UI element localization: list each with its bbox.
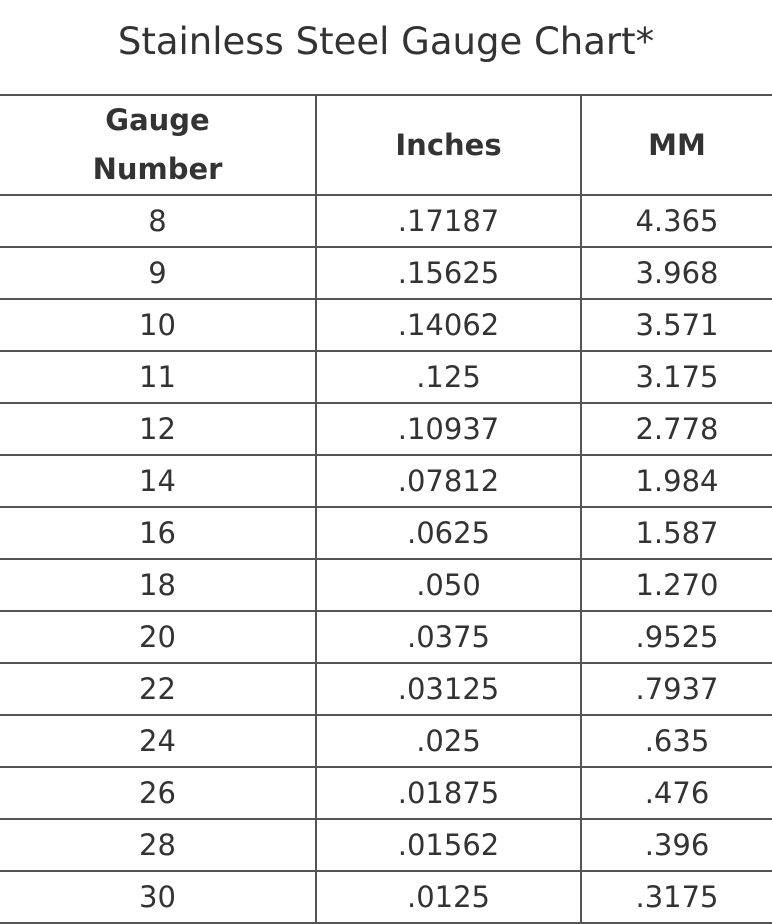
cell-inches: .14062	[315, 298, 581, 352]
cell-inches: .125	[315, 350, 581, 404]
cell-inches: .0125	[315, 870, 581, 924]
cell-gauge: 22	[0, 662, 316, 716]
table-row: 26 .01875 .476	[0, 766, 772, 820]
header-gauge-line1: Gauge	[105, 103, 210, 137]
cell-inches: .15625	[315, 246, 581, 300]
cell-inches: .0375	[315, 610, 581, 664]
cell-inches: .0625	[315, 506, 581, 560]
header-row: Gauge Number Inches MM	[0, 94, 772, 196]
table-row: 30 .0125 .3175	[0, 870, 772, 924]
cell-gauge: 30	[0, 870, 316, 924]
cell-inches: .01875	[315, 766, 581, 820]
header-inches: Inches	[315, 94, 581, 196]
cell-inches: .17187	[315, 194, 581, 248]
table-row: 24 .025 .635	[0, 714, 772, 768]
table-row: 18 .050 1.270	[0, 558, 772, 612]
cell-inches: .07812	[315, 454, 581, 508]
table-row: 22 .03125 .7937	[0, 662, 772, 716]
header-mm: MM	[580, 94, 772, 196]
cell-gauge: 11	[0, 350, 316, 404]
cell-gauge: 8	[0, 194, 316, 248]
cell-gauge: 14	[0, 454, 316, 508]
header-gauge-line2: Number	[92, 152, 223, 186]
cell-mm: 3.175	[580, 350, 772, 404]
cell-mm: .635	[580, 714, 772, 768]
cell-gauge: 9	[0, 246, 316, 300]
cell-gauge: 16	[0, 506, 316, 560]
cell-inches: .03125	[315, 662, 581, 716]
header-gauge-number: Gauge Number	[0, 94, 316, 196]
cell-mm: 1.270	[580, 558, 772, 612]
cell-mm: 1.984	[580, 454, 772, 508]
table-row: 14 .07812 1.984	[0, 454, 772, 508]
cell-gauge: 12	[0, 402, 316, 456]
cell-inches: .10937	[315, 402, 581, 456]
cell-inches: .050	[315, 558, 581, 612]
cell-mm: .476	[580, 766, 772, 820]
page-title: Stainless Steel Gauge Chart*	[117, 20, 655, 63]
cell-mm: 4.365	[580, 194, 772, 248]
cell-gauge: 10	[0, 298, 316, 352]
cell-mm: .396	[580, 818, 772, 872]
table-row: 11 .125 3.175	[0, 350, 772, 404]
table-row: 20 .0375 .9525	[0, 610, 772, 664]
cell-gauge: 28	[0, 818, 316, 872]
cell-gauge: 20	[0, 610, 316, 664]
cell-mm: 3.571	[580, 298, 772, 352]
cell-inches: .025	[315, 714, 581, 768]
cell-mm: .3175	[580, 870, 772, 924]
table-header: Gauge Number Inches MM	[0, 94, 772, 196]
cell-inches: .01562	[315, 818, 581, 872]
cell-mm: .9525	[580, 610, 772, 664]
cell-mm: 1.587	[580, 506, 772, 560]
table-row: 12 .10937 2.778	[0, 402, 772, 456]
table-body: 8 .17187 4.365 9 .15625 3.968 10 .14062 …	[0, 194, 772, 924]
gauge-table: Gauge Number Inches MM 8 .17187 4.365 9 …	[0, 94, 772, 924]
table-row: 28 .01562 .396	[0, 818, 772, 872]
cell-gauge: 18	[0, 558, 316, 612]
table-row: 10 .14062 3.571	[0, 298, 772, 352]
table-row: 8 .17187 4.365	[0, 194, 772, 248]
cell-gauge: 24	[0, 714, 316, 768]
cell-gauge: 26	[0, 766, 316, 820]
table-row: 16 .0625 1.587	[0, 506, 772, 560]
cell-mm: 3.968	[580, 246, 772, 300]
cell-mm: .7937	[580, 662, 772, 716]
cell-mm: 2.778	[580, 402, 772, 456]
table-row: 9 .15625 3.968	[0, 246, 772, 300]
